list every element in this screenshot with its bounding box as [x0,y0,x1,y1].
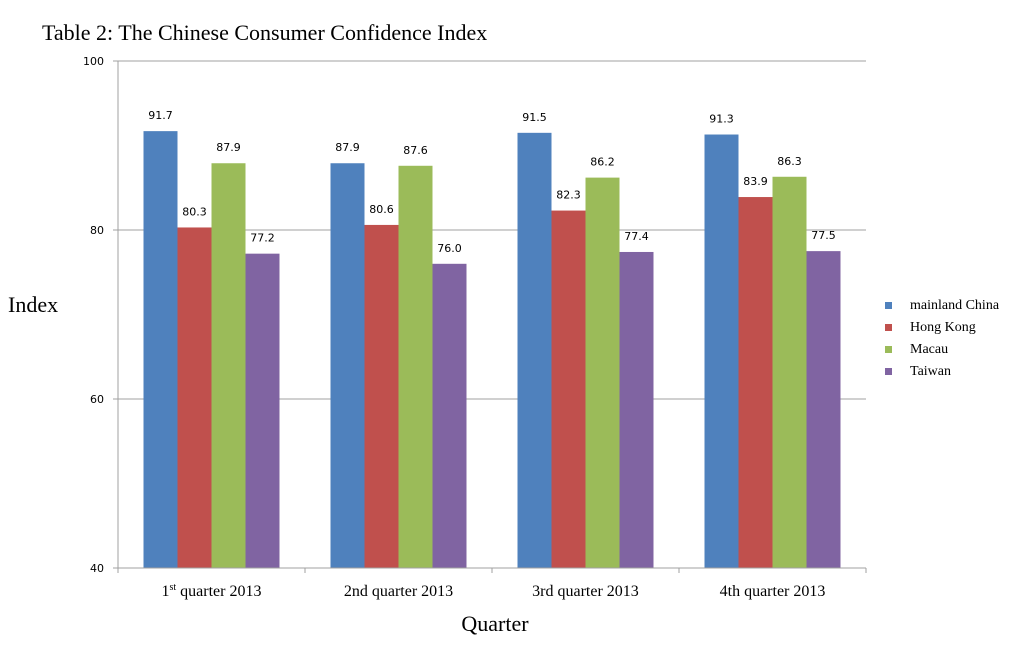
x-tick-label-main: 4th quarter 2013 [720,583,826,600]
x-tick-label: 4th quarter 2013 [720,583,826,600]
bar-taiwan [619,251,654,568]
data-label: 80.3 [182,205,207,218]
data-label: 87.6 [403,144,428,157]
data-label: 77.4 [624,230,649,243]
bar-mainland-china [704,134,739,568]
data-label: 82.3 [556,189,581,202]
x-tick-label-superscript: st [170,582,177,593]
bars: 91.7 80.3 87.9 77.2 87.9 80.6 87.6 76.0 91.5 82.3… [143,109,841,569]
legend-swatch [885,324,892,331]
legend-swatch [885,302,892,309]
x-tick-label-rest: quarter 2013 [176,583,261,600]
data-label: 76.0 [437,242,462,255]
y-tick-label: 100 [83,55,104,68]
bar-macau [211,163,246,568]
x-axis-label: Quarter [461,611,529,636]
bar-macau [585,177,620,569]
legend-label: Hong Kong [910,320,976,335]
data-label: 77.2 [250,232,275,245]
chart-title: Table 2: The Chinese Consumer Confidence… [42,20,487,45]
y-tick-label: 80 [90,224,104,237]
legend-label: Taiwan [910,364,951,379]
bar-hong-kong [551,210,586,568]
data-label: 91.7 [148,109,173,122]
x-tick-label-main: 2nd quarter 2013 [344,583,453,600]
bar-taiwan [432,263,467,568]
bar-taiwan [806,251,841,568]
data-label: 87.9 [335,141,360,154]
bar-mainland-china [517,132,552,568]
bar-hong-kong [364,224,399,568]
x-tick-label: 1st quarter 2013 [162,582,262,600]
bar-hong-kong [177,227,212,568]
x-tick-label-main: 1 [162,583,170,600]
data-label: 91.5 [522,111,547,124]
y-tick-label: 60 [90,393,104,406]
data-label: 83.9 [743,175,768,188]
y-tick-label: 40 [90,562,104,575]
bar-mainland-china [143,131,178,568]
data-label: 80.6 [369,203,394,216]
data-label: 91.3 [709,113,734,126]
x-tick-label: 2nd quarter 2013 [344,583,453,600]
x-tick-label: 3rd quarter 2013 [532,583,639,600]
x-axis: 1st quarter 2013 2nd quarter 2013 3rd quar… [113,567,867,600]
bar-macau [398,165,433,568]
data-label: 86.2 [590,156,615,169]
bar-hong-kong [738,197,773,569]
legend-label: Macau [910,342,948,357]
legend-label: mainland China [910,298,1000,313]
bar-macau [772,176,807,568]
legend-swatch [885,368,892,375]
legend-swatch [885,346,892,353]
bar-taiwan [245,253,280,568]
legend: mainland China Hong Kong Macau Taiwan [885,298,1000,379]
bar-mainland-china [330,163,365,568]
data-label: 77.5 [811,229,836,242]
data-label: 87.9 [216,141,241,154]
y-axis-label: Index [8,292,58,317]
data-label: 86.3 [777,155,802,168]
x-tick-label-main: 3rd quarter 2013 [532,583,639,600]
y-axis: 40 60 80 100 [83,55,119,575]
